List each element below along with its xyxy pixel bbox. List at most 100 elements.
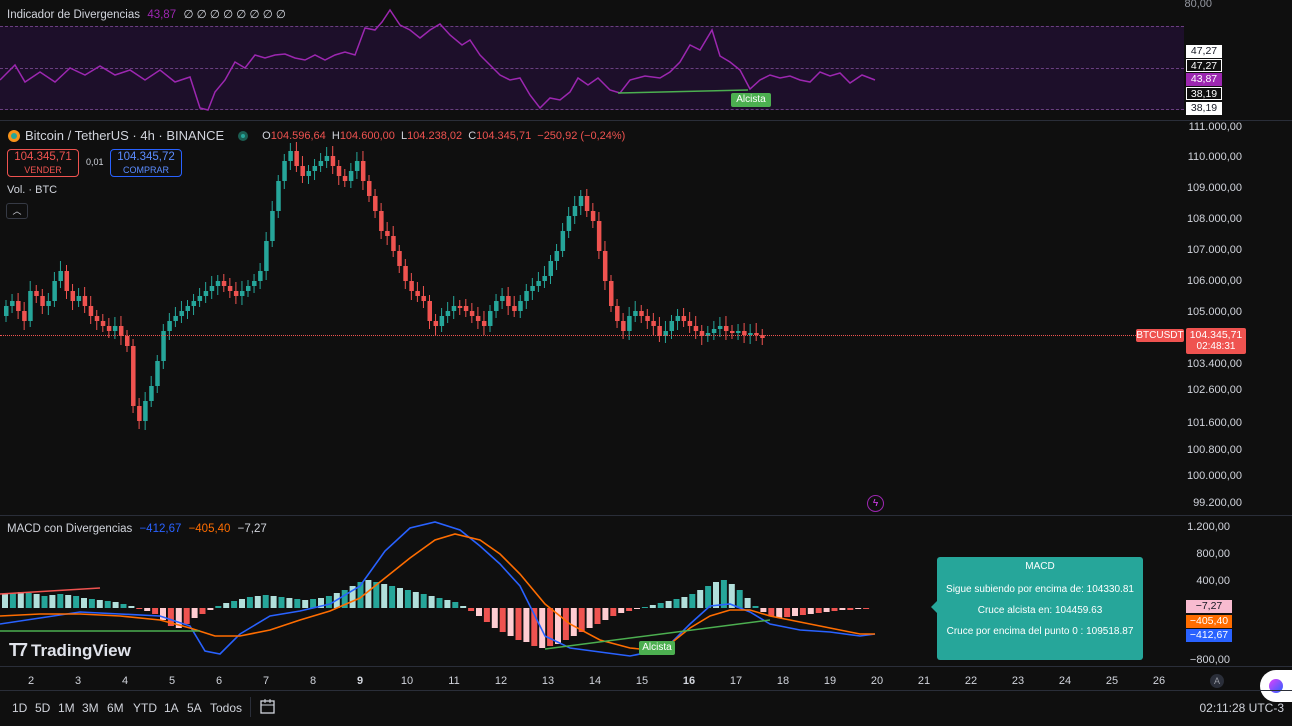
- indicator-header: Indicador de Divergencias 43,87 ∅ ∅ ∅ ∅ …: [7, 7, 286, 21]
- range-button[interactable]: YTD: [133, 701, 157, 715]
- sell-button[interactable]: 104.345,71 VENDER: [7, 149, 79, 177]
- candlestick-chart: [4, 142, 765, 430]
- price-axis-tick: 103.400,00: [1186, 358, 1242, 370]
- candle-body: [663, 331, 668, 336]
- candle-body: [730, 331, 735, 333]
- candle-body: [385, 231, 390, 236]
- histogram-bar: [318, 598, 324, 608]
- macd-title[interactable]: MACD con Divergencias: [7, 523, 133, 535]
- histogram-bar: [570, 608, 577, 636]
- range-button[interactable]: 5D: [35, 701, 51, 715]
- indicator-label-current: 43,87: [1186, 73, 1222, 86]
- candle-body: [596, 221, 602, 251]
- price-axis-tick: 99.200,00: [1193, 497, 1242, 509]
- date-label: 14: [588, 675, 602, 687]
- histogram-bar: [167, 608, 174, 626]
- candle-body: [723, 326, 729, 331]
- market-open-icon: [238, 130, 249, 141]
- histogram-bar: [270, 596, 277, 608]
- price-axis-tick: 106.000,00: [1186, 275, 1242, 287]
- candle-body: [10, 301, 15, 306]
- date-label: 9: [356, 675, 364, 687]
- histogram-bar: [81, 598, 87, 608]
- bitcoin-logo-icon: [8, 129, 20, 142]
- indicator-label-lower-2: 38,19: [1186, 102, 1222, 115]
- candle-body: [693, 326, 699, 331]
- histogram-bar: [562, 608, 569, 640]
- ohlc-low-value: 104.238,02: [407, 129, 463, 142]
- histogram-bar: [144, 608, 151, 611]
- histogram-bar: [807, 608, 814, 614]
- candle-body: [524, 291, 529, 301]
- lightning-icon[interactable]: ϟ: [867, 495, 884, 512]
- candle-body: [475, 316, 481, 321]
- auto-scale-button[interactable]: A: [1210, 674, 1224, 688]
- candle-body: [754, 333, 759, 335]
- range-button[interactable]: 6M: [107, 701, 124, 715]
- symbol-name[interactable]: Bitcoin / TetherUS · 4h · BINANCE: [25, 128, 225, 143]
- histogram-bar: [239, 599, 245, 608]
- histogram-bar: [641, 607, 648, 608]
- volume-label[interactable]: Vol. · BTC: [7, 184, 58, 196]
- histogram-bar: [25, 593, 32, 608]
- histogram-bar: [183, 608, 190, 624]
- candle-body: [530, 286, 535, 291]
- range-button[interactable]: 1D: [12, 701, 28, 715]
- histogram-bar: [491, 608, 498, 628]
- histogram-bar: [863, 608, 870, 609]
- histogram-bar: [207, 608, 214, 610]
- calendar-goto-icon[interactable]: [259, 698, 277, 715]
- candle-body: [657, 326, 662, 336]
- histogram-bar: [128, 606, 135, 608]
- pane-separator-macd[interactable]: [0, 515, 1292, 516]
- tooltip-title: MACD: [1025, 561, 1055, 572]
- candle-body: [615, 306, 620, 321]
- price-axis-tick: 102.600,00: [1186, 384, 1242, 396]
- macd-axis-800: 800,00: [1196, 548, 1230, 560]
- clock[interactable]: 02:11:28 UTC-3: [1199, 701, 1285, 715]
- histogram-bar: [436, 598, 443, 608]
- histogram-axis-label: −7,27: [1186, 600, 1232, 613]
- candle-body: [330, 156, 336, 166]
- pane-separator-toolbar: [0, 690, 1292, 691]
- histogram-bar: [231, 601, 238, 608]
- candle-body: [627, 316, 632, 331]
- candle-body: [149, 386, 154, 401]
- candle-body: [578, 196, 584, 206]
- ohlc-close-label: C: [468, 129, 477, 142]
- candle-body: [451, 306, 457, 311]
- price-axis-tick: 111.000,00: [1188, 121, 1242, 133]
- histogram-bar: [784, 608, 791, 617]
- price-chart-pane[interactable]: [0, 121, 1184, 515]
- candle-body: [348, 171, 354, 181]
- histogram-bar: [681, 597, 688, 608]
- buy-button[interactable]: 104.345,72 COMPRAR: [110, 149, 182, 177]
- macd-line: [0, 521, 876, 657]
- date-label: 17: [729, 675, 743, 687]
- range-button[interactable]: 1A: [164, 701, 179, 715]
- ohlc-high-value: 104.600,00: [339, 129, 395, 142]
- candle-body: [324, 156, 330, 161]
- histogram-bar: [420, 594, 427, 608]
- histogram-bar: [412, 592, 419, 608]
- candle-body: [58, 271, 63, 281]
- chevron-up-icon[interactable]: ︿: [6, 203, 28, 219]
- range-button[interactable]: 5A: [187, 701, 202, 715]
- indicator-title[interactable]: Indicador de Divergencias: [7, 9, 140, 21]
- macd-pane[interactable]: [0, 516, 1184, 666]
- range-button[interactable]: 3M: [82, 701, 99, 715]
- histogram-bar: [539, 608, 546, 648]
- range-button[interactable]: Todos: [210, 701, 243, 715]
- range-button[interactable]: 1M: [58, 701, 75, 715]
- histogram-bar: [792, 608, 798, 616]
- candle-body: [687, 321, 693, 326]
- pane-separator-top[interactable]: [0, 120, 1292, 121]
- candle-body: [633, 311, 638, 316]
- candle-body: [112, 326, 118, 331]
- brain-icon[interactable]: [1260, 670, 1292, 702]
- date-label: 22: [964, 675, 978, 687]
- candle-body: [118, 326, 124, 336]
- candle-body: [336, 166, 342, 176]
- histogram-bar: [720, 580, 727, 608]
- divergence-indicator-pane[interactable]: Indicador de Divergencias 43,87 ∅ ∅ ∅ ∅ …: [0, 0, 1184, 120]
